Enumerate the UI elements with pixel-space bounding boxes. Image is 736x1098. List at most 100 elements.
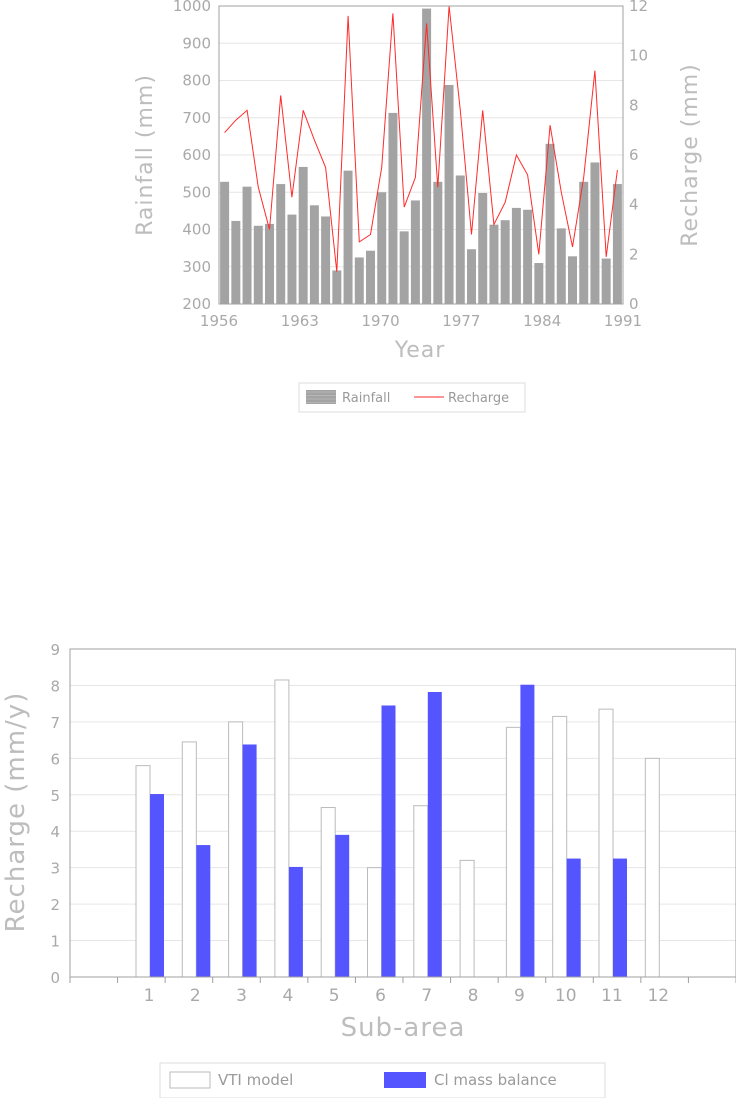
rainfall-bar [422, 8, 432, 304]
chart1-legend-box [298, 382, 526, 413]
cl-mass-balance-bar [288, 866, 303, 977]
rainfall-bar [343, 170, 353, 304]
cl-legend-label: Cl mass balance [434, 1071, 557, 1089]
chart1-x-tick-label: 1991 [604, 312, 642, 330]
chart2-y-tick-label: 2 [50, 896, 60, 914]
chart2-gridlines [69, 648, 736, 983]
rainfall-bar [298, 166, 308, 304]
subarea-bars [135, 679, 660, 978]
vti-bar [598, 708, 614, 978]
chart2-legend: VTI model Cl mass balance [159, 1062, 606, 1098]
rainfall-bar [377, 192, 387, 304]
chart2-x-tick-label: 2 [190, 986, 201, 1006]
cl-legend-swatch [384, 1072, 426, 1088]
rainfall-bar [366, 250, 375, 304]
chart2-legend-box [159, 1062, 606, 1098]
vti-bar [367, 867, 382, 978]
chart1-x-tick-labels: 1956 1963 1970 1977 1984 1991 [200, 312, 642, 330]
chart1-y2-tick-label: 12 [629, 0, 648, 15]
vti-bar [274, 679, 290, 978]
chart1-y2-tick-label: 4 [629, 196, 639, 214]
cl-mass-balance-bar [196, 845, 211, 977]
chart1-y2-tick-label: 10 [629, 47, 648, 65]
vti-legend-label: VTI model [218, 1071, 293, 1089]
recharge-legend-label: Recharge [448, 391, 509, 406]
rainfall-bar [287, 214, 297, 304]
rainfall-bar [253, 225, 263, 304]
chart2-x-tick-label: 4 [282, 986, 293, 1006]
vti-bar [505, 726, 521, 978]
chart1-y2-tick-label: 8 [629, 96, 639, 114]
chart2-y-tick-label: 5 [50, 787, 60, 805]
chart2-x-tick-label: 10 [555, 986, 577, 1006]
rainfall-swatch-fill [306, 390, 336, 404]
cl-mass-balance-bar [613, 858, 627, 977]
chart2-y-tick-label: 7 [50, 714, 60, 732]
chart1-y-tick-label: 600 [182, 146, 211, 164]
rainfall-bar [467, 249, 476, 304]
rainfall-bar [276, 184, 286, 304]
chart2-y-tick-label: 4 [50, 823, 60, 841]
chart2-x-tick-label: 11 [601, 986, 623, 1006]
rainfall-bar [242, 186, 252, 304]
chart2-plot-frame [69, 648, 736, 978]
rainfall-bar [455, 175, 465, 304]
chart1-x-tick-label: 1956 [200, 312, 238, 330]
rainfall-bar [534, 263, 544, 304]
chart1-y-tick-label: 400 [182, 221, 211, 239]
chart1-y-tick-label: 500 [182, 183, 211, 201]
rainfall-bar [545, 143, 555, 304]
chart1-left-tick-labels: 200 300 400 500 600 700 800 900 1000 [173, 0, 211, 313]
rainfall-bar [568, 256, 577, 304]
cl-mass-balance-bar [427, 692, 442, 977]
rainfall-bar [220, 181, 230, 304]
chart2-x-tick-label: 12 [647, 986, 669, 1006]
rainfall-bar [433, 181, 443, 304]
chart2-x-tick-label: 8 [468, 986, 479, 1006]
chart1-y2-axis-title: Recharge (mm) [678, 63, 703, 247]
vti-legend-swatch [169, 1071, 211, 1089]
vti-bar [459, 859, 475, 978]
rainfall-bar [511, 207, 521, 304]
cl-mass-balance-bar [381, 705, 396, 977]
chart1-x-tick-label: 1984 [523, 312, 561, 330]
chart2-y-tick-label: 1 [50, 933, 60, 951]
rainfall-bar [399, 231, 409, 304]
vti-bar [644, 757, 660, 978]
rainfall-bar [332, 270, 342, 304]
chart1-y2-tick-label: 6 [629, 146, 639, 164]
rainfall-legend-swatch [306, 390, 336, 404]
chart1-y-tick-label: 800 [182, 72, 211, 90]
chart2-x-tick-label: 7 [421, 986, 432, 1006]
chart1-y-tick-label: 200 [182, 295, 211, 313]
rainfall-bar [500, 220, 510, 304]
rainfall-bar [612, 184, 622, 304]
chart1-x-tick-label: 1970 [362, 312, 400, 330]
cl-mass-balance-bar [242, 744, 257, 977]
rainfall-bar [556, 228, 566, 304]
rainfall-bar [579, 181, 589, 304]
chart1-plot-frame [218, 5, 624, 305]
chart1-y-tick-label: 700 [182, 109, 211, 127]
vti-bar [552, 715, 568, 978]
recharge-line [224, 5, 618, 272]
chart2-y-tick-label: 9 [50, 641, 60, 659]
rainfall-bars [220, 8, 622, 304]
chart1-y-tick-label: 900 [182, 34, 211, 52]
cl-mass-balance-bar [566, 858, 581, 977]
rainfall-bar [601, 258, 611, 304]
rainfall-bar [265, 223, 274, 304]
rainfall-bar [354, 257, 364, 304]
chart2-y-tick-label: 3 [50, 860, 60, 878]
chart1-y-tick-label: 300 [182, 258, 211, 276]
rainfall-bar [523, 209, 533, 304]
chart2-y-tick-label: 0 [50, 969, 60, 987]
chart1-right-tick-labels: 0 2 4 6 8 10 12 [629, 0, 648, 313]
chart1-x-tick-label: 1963 [281, 312, 319, 330]
chart1-y2-tick-label: 2 [629, 245, 639, 263]
chart1-x-axis-title: Year [394, 338, 446, 363]
rainfall-bar [309, 205, 319, 304]
chart1-y-axis-title: Rainfall (mm) [133, 74, 158, 236]
